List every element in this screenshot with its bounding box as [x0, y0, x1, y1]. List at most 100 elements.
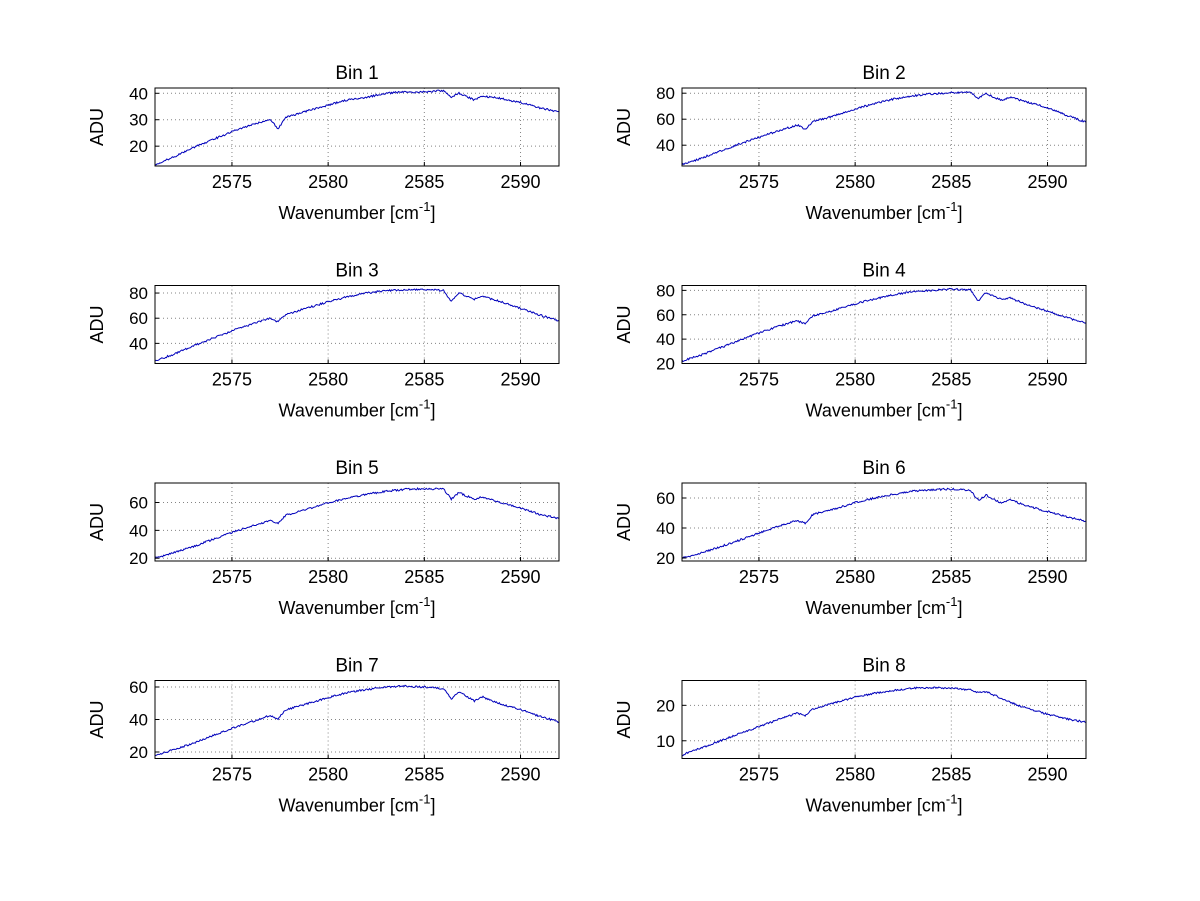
x-axis-label: Wavenumber [cm-1]: [279, 792, 436, 816]
x-tick-label: 2590: [1028, 172, 1068, 192]
x-tick-label: 2580: [308, 567, 348, 587]
x-tick-label: 2575: [212, 370, 252, 390]
x-tick-label: 2580: [835, 370, 875, 390]
y-tick-label: 60: [129, 678, 148, 697]
x-tick-label: 2590: [501, 567, 541, 587]
y-tick-label: 40: [129, 84, 148, 103]
subplot-7: Bin 7 20 40 60 2575 2580 2585 2590 ADU Wavenumber…: [87, 656, 560, 816]
y-tick-label: 80: [129, 284, 148, 303]
subplot-1: Bin 1 20 30 40 2575 2580 2585 2590 ADU Wavenumber…: [87, 63, 560, 223]
subplot-5: Bin 5 20 40 60 2575 2580 2585 2590 ADU Wavenumber…: [87, 458, 560, 618]
subplot-6: Bin 6 20 40 60 2575 2580 2585 2590 ADU Wavenumber…: [614, 458, 1087, 618]
subplot-title: Bin 6: [862, 458, 905, 479]
subplot-title: Bin 7: [335, 656, 378, 677]
subplot-title: Bin 3: [335, 261, 378, 282]
y-tick-label: 30: [129, 111, 148, 130]
y-axis-label: ADU: [87, 503, 107, 541]
x-axis-label: Wavenumber [cm-1]: [806, 199, 963, 223]
x-tick-label: 2580: [835, 765, 875, 785]
x-axis-label: Wavenumber [cm-1]: [806, 792, 963, 816]
axes-box: [681, 482, 1087, 562]
y-axis-label: ADU: [614, 700, 634, 738]
x-tick-label: 2585: [404, 172, 444, 192]
y-axis-label: ADU: [87, 108, 107, 146]
x-tick-label: 2575: [739, 567, 779, 587]
y-tick-label: 60: [656, 489, 675, 508]
subplot-title: Bin 8: [862, 656, 905, 677]
y-axis-label: ADU: [87, 305, 107, 343]
spectrum-line: [682, 487, 1086, 560]
x-tick-label: 2580: [308, 765, 348, 785]
x-tick-label: 2580: [308, 172, 348, 192]
subplot-title: Bin 4: [862, 261, 906, 282]
y-tick-label: 20: [656, 549, 675, 568]
spectrum-line: [155, 487, 559, 558]
subplot-3: Bin 3 40 60 80 2575 2580 2585 2590 ADU Wavenumber…: [87, 261, 560, 421]
subplot-title: Bin 2: [862, 63, 905, 84]
y-tick-label: 40: [656, 519, 675, 538]
y-tick-label: 80: [656, 281, 675, 300]
x-tick-label: 2575: [739, 172, 779, 192]
y-tick-label: 80: [656, 84, 675, 103]
x-tick-label: 2580: [835, 172, 875, 192]
y-tick-label: 20: [129, 549, 148, 568]
y-tick-label: 60: [129, 494, 148, 513]
x-tick-label: 2590: [1028, 370, 1068, 390]
y-tick-label: 10: [656, 732, 675, 751]
y-tick-label: 60: [656, 110, 675, 129]
subplot-2: Bin 2 40 60 80 2575 2580 2585 2590 ADU Wavenumber…: [614, 63, 1087, 223]
subplot-title: Bin 1: [335, 63, 378, 84]
y-tick-label: 20: [656, 355, 675, 374]
x-axis-label: Wavenumber [cm-1]: [279, 199, 436, 223]
x-axis-label: Wavenumber [cm-1]: [806, 397, 963, 421]
axes-box: [154, 285, 560, 364]
subplot-title: Bin 5: [335, 458, 378, 479]
axes-box: [154, 87, 560, 167]
axes-box: [154, 482, 560, 562]
y-tick-label: 20: [656, 696, 675, 715]
x-tick-label: 2575: [739, 765, 779, 785]
y-tick-label: 60: [129, 309, 148, 328]
y-tick-label: 20: [129, 137, 148, 156]
x-tick-label: 2575: [212, 172, 252, 192]
x-tick-label: 2575: [212, 765, 252, 785]
x-tick-label: 2575: [739, 370, 779, 390]
y-tick-label: 40: [656, 136, 675, 155]
x-axis-label: Wavenumber [cm-1]: [279, 397, 436, 421]
y-axis-label: ADU: [614, 108, 634, 146]
x-tick-label: 2585: [931, 370, 971, 390]
y-axis-label: ADU: [87, 700, 107, 738]
x-tick-label: 2585: [404, 567, 444, 587]
axes-box: [681, 680, 1087, 759]
x-tick-label: 2585: [931, 765, 971, 785]
x-tick-label: 2590: [501, 765, 541, 785]
x-tick-label: 2590: [1028, 567, 1068, 587]
axes-box: [681, 87, 1087, 167]
x-tick-label: 2585: [404, 370, 444, 390]
y-tick-label: 60: [656, 306, 675, 325]
x-axis-label: Wavenumber [cm-1]: [806, 594, 963, 618]
x-axis-label: Wavenumber [cm-1]: [279, 594, 436, 618]
spectrum-line: [682, 287, 1086, 363]
x-tick-label: 2590: [501, 172, 541, 192]
y-tick-label: 40: [656, 330, 675, 349]
y-tick-label: 40: [129, 711, 148, 730]
x-tick-label: 2585: [931, 567, 971, 587]
x-tick-label: 2580: [835, 567, 875, 587]
subplot-4: Bin 4 20 40 60 80 2575 2580 2585 2590 ADU Wavenumb…: [614, 261, 1087, 421]
spectrum-line: [155, 89, 559, 166]
spectrum-line: [155, 684, 559, 757]
y-axis-label: ADU: [614, 305, 634, 343]
y-tick-label: 20: [129, 743, 148, 762]
subplot-8: Bin 8 10 20 2575 2580 2585 2590 ADU Wavenumber […: [614, 656, 1087, 816]
y-tick-label: 40: [129, 521, 148, 540]
x-tick-label: 2590: [1028, 765, 1068, 785]
spectrum-line: [155, 288, 559, 361]
axes-box: [681, 285, 1087, 364]
y-axis-label: ADU: [614, 503, 634, 541]
y-tick-label: 40: [129, 334, 148, 353]
x-tick-label: 2585: [931, 172, 971, 192]
spectrum-line: [682, 686, 1086, 757]
